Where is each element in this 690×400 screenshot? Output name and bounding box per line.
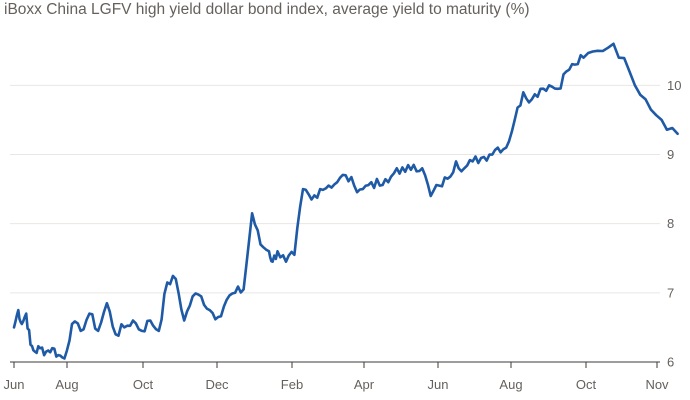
series-line-0 <box>12 42 679 360</box>
y-tick-label-10: 10 <box>667 78 681 93</box>
grid-lines <box>10 84 660 294</box>
y-tick-label-8: 8 <box>667 216 674 231</box>
series-layer <box>12 42 679 360</box>
y-tick-label-9: 9 <box>667 147 674 162</box>
x-tick-label-7: Aug <box>499 377 522 392</box>
x-tick-label-1: Aug <box>55 377 78 392</box>
x-tick-label-5: Apr <box>354 377 375 392</box>
x-tick-label-8: Oct <box>576 377 597 392</box>
x-tick-label-4: Feb <box>281 377 303 392</box>
y-tick-label-6: 6 <box>667 355 674 370</box>
axes <box>10 361 660 368</box>
tick-labels: 6 7 8 9 10 Jun Aug Oct Dec Feb Apr Jun Aug Oct Nov <box>4 78 682 392</box>
x-tick-label-2: Oct <box>133 377 154 392</box>
chart-title: iBoxx China LGFV high yield dollar bond … <box>4 1 530 18</box>
x-tick-label-0: Jun <box>4 377 25 392</box>
y-tick-label-7: 7 <box>667 285 674 300</box>
x-tick-label-3: Dec <box>205 377 229 392</box>
x-tick-label-6: Jun <box>428 377 449 392</box>
x-tick-label-9: Nov <box>645 377 669 392</box>
